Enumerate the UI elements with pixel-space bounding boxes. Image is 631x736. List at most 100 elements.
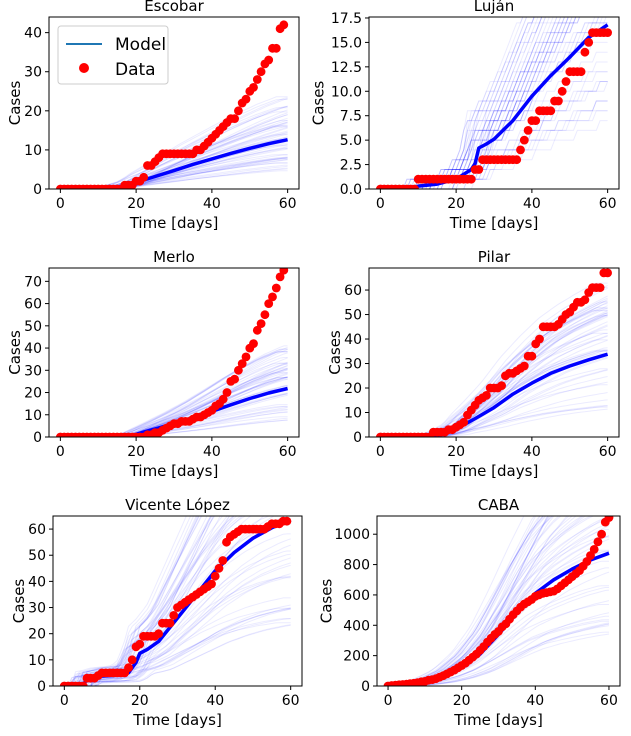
ensemble-line: [380, 110, 608, 189]
data-point: [234, 365, 243, 375]
data-point: [603, 268, 612, 278]
data-point: [256, 319, 266, 328]
data-point: [264, 55, 274, 65]
ensemble-line: [387, 516, 525, 686]
ensemble-line: [64, 516, 211, 686]
x-axis-label: Time [days]: [129, 462, 219, 480]
x-tick-label: 20: [127, 196, 145, 212]
data-point: [165, 618, 175, 628]
ensemble-line: [64, 538, 291, 686]
ensemble-line: [60, 368, 288, 437]
ensemble-line: [60, 346, 288, 437]
x-tick-label: 40: [203, 196, 221, 212]
data-point: [210, 571, 220, 581]
ensemble-line: [64, 516, 231, 686]
ensemble-line: [380, 100, 608, 189]
data-point: [410, 184, 419, 189]
data-point: [593, 537, 603, 547]
ensemble-line: [64, 618, 291, 686]
data-point: [275, 272, 285, 282]
data-point: [124, 663, 133, 673]
x-tick-label: 0: [60, 693, 69, 709]
y-tick-label: 20: [24, 104, 42, 120]
data-point: [241, 94, 251, 104]
ensemble-line: [380, 299, 608, 437]
data-point: [271, 43, 281, 53]
ensemble-line: [387, 516, 554, 686]
data-point: [531, 116, 541, 125]
ensemble-line: [64, 624, 291, 686]
x-axis-label: Time [days]: [453, 711, 543, 729]
ensemble-line: [64, 608, 291, 686]
y-tick-label: 20: [24, 386, 42, 402]
ensemble-line: [64, 516, 187, 686]
x-tick-label: 20: [447, 196, 465, 212]
subplot-3: 0 20 40 60 0 10 20 30 40 50 60 Pilar Time [days] Case…: [326, 248, 620, 480]
ensemble-line: [380, 17, 554, 189]
ensemble-line: [64, 516, 212, 686]
ensemble-line: [380, 405, 608, 437]
ensemble-line: [64, 573, 291, 686]
ensemble-line: [380, 312, 608, 437]
data-point: [249, 83, 258, 92]
y-tick-label: 30: [344, 357, 362, 373]
x-tick-label: 40: [206, 693, 224, 709]
data-point: [580, 47, 590, 57]
subplot-title: Escobar: [144, 0, 204, 15]
data-point: [279, 268, 289, 275]
y-tick-label: 30: [24, 65, 42, 81]
subplot-2: 0 20 40 60 0 10 20 30 40 50 60 70 Merlo Time [days] Ca…: [6, 248, 300, 480]
y-axis-label: Cases: [6, 330, 24, 375]
data-point: [282, 516, 292, 526]
ensemble-line: [380, 17, 562, 189]
ensemble-line: [380, 301, 608, 437]
y-tick-label: 17.5: [331, 11, 362, 27]
ensemble-line: [380, 356, 608, 437]
y-tick-label: 0: [353, 430, 362, 446]
ensemble-line: [380, 399, 608, 437]
data-point: [527, 351, 537, 361]
plot-area: [376, 268, 612, 437]
ensemble-line: [380, 305, 608, 437]
y-tick-label: 7.5: [340, 109, 362, 125]
ensemble-line: [380, 17, 577, 189]
data-point: [256, 67, 266, 77]
ensemble-line: [380, 369, 608, 437]
x-tick-label: 0: [376, 444, 385, 460]
data-point: [127, 655, 137, 665]
y-tick-label: 0: [33, 430, 42, 446]
data-point: [584, 38, 594, 47]
y-tick-label: 70: [24, 274, 42, 290]
y-tick-label: 30: [28, 601, 46, 617]
ensemble-line: [380, 313, 608, 437]
ensemble-line: [60, 406, 288, 437]
x-tick-label: 20: [453, 693, 471, 709]
ensemble-line: [380, 17, 581, 189]
y-tick-label: 10.0: [331, 84, 362, 100]
legend-model-label: Model: [115, 35, 166, 55]
x-axis-label: Time [days]: [449, 214, 539, 232]
subplot-title: Pilar: [478, 248, 511, 266]
y-tick-label: 10: [24, 143, 42, 159]
y-tick-label: 200: [343, 649, 370, 665]
x-tick-label: 0: [384, 693, 393, 709]
x-tick-label: 0: [376, 196, 385, 212]
data-points: [59, 516, 292, 686]
data-points: [383, 516, 614, 686]
ensemble-line: [64, 576, 291, 686]
ensemble-line: [64, 564, 291, 686]
plot-area: [59, 516, 292, 686]
ensemble-line: [380, 17, 577, 189]
ensemble-line: [380, 81, 608, 189]
ensemble-line: [380, 335, 608, 437]
ensemble-line: [387, 516, 545, 686]
ensemble-line: [380, 17, 547, 189]
ensemble-line: [380, 321, 608, 437]
data-point: [580, 295, 590, 305]
data-point: [554, 96, 563, 106]
data-point: [154, 629, 164, 639]
ensemble-line: [60, 419, 288, 437]
data-point: [557, 86, 567, 96]
ensemble-line: [380, 316, 608, 437]
